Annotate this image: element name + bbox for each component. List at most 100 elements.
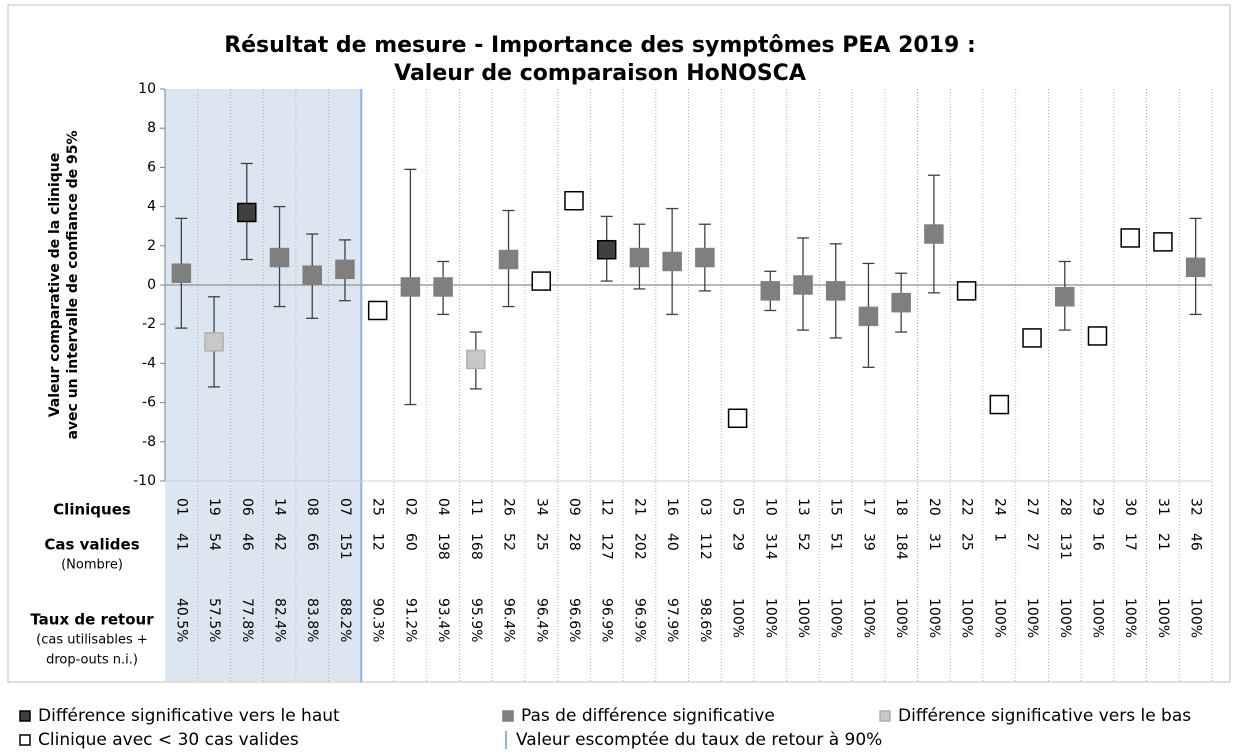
marker bbox=[891, 292, 911, 313]
valid-cases: 46 bbox=[1188, 533, 1204, 551]
x-tick-label-group: 07 bbox=[337, 498, 353, 516]
x-tick-label-group: 01 bbox=[173, 498, 189, 516]
valid-cases: 25 bbox=[959, 533, 975, 551]
row-header: (cas utilisables + bbox=[36, 633, 148, 648]
valid-cases-group: 46 bbox=[1188, 533, 1204, 551]
return-rate-group: 93.4% bbox=[435, 598, 451, 642]
legend-swatch bbox=[19, 710, 31, 722]
row-header: Taux de retour bbox=[30, 611, 154, 629]
return-rate: 90.3% bbox=[370, 598, 386, 642]
x-tick-label-group: 32 bbox=[1188, 498, 1204, 516]
x-tick-label: 13 bbox=[795, 498, 811, 516]
legend-swatch bbox=[19, 734, 31, 746]
valid-cases: 52 bbox=[501, 533, 517, 551]
x-tick-label-group: 10 bbox=[762, 498, 778, 516]
return-rate: 100% bbox=[860, 598, 876, 638]
valid-cases: 51 bbox=[828, 533, 844, 551]
valid-cases-group: 12 bbox=[370, 533, 386, 551]
valid-cases: 112 bbox=[697, 533, 713, 560]
y-tick-label: 10 bbox=[138, 81, 156, 97]
return-rate-group: 96.9% bbox=[599, 598, 615, 642]
x-tick-label-group: 29 bbox=[1089, 498, 1105, 516]
row-header: (Nombre) bbox=[61, 558, 123, 573]
valid-cases: 28 bbox=[566, 533, 582, 551]
marker bbox=[367, 300, 388, 321]
return-rate: 100% bbox=[828, 598, 844, 638]
x-tick-label-group: 27 bbox=[1024, 498, 1040, 516]
valid-cases: 314 bbox=[762, 533, 778, 560]
row-header: Cliniques bbox=[53, 501, 131, 519]
return-rate-group: 57.5% bbox=[206, 598, 222, 642]
return-rate: 96.4% bbox=[533, 598, 549, 642]
legend-label: Différence significative vers le haut bbox=[38, 706, 340, 726]
return-rate-group: 100% bbox=[762, 598, 778, 638]
valid-cases-group: 112 bbox=[697, 533, 713, 560]
valid-cases: 184 bbox=[893, 533, 909, 560]
valid-cases-group: 127 bbox=[599, 533, 615, 560]
valid-cases: 151 bbox=[337, 533, 353, 560]
return-rate-group: 100% bbox=[1057, 598, 1073, 638]
marker bbox=[335, 259, 355, 280]
marker bbox=[989, 394, 1010, 415]
return-rate: 96.9% bbox=[599, 598, 615, 642]
x-tick-label-group: 26 bbox=[501, 498, 517, 516]
valid-cases-group: 198 bbox=[435, 533, 451, 560]
valid-cases-group: 131 bbox=[1057, 533, 1073, 560]
valid-cases-group: 42 bbox=[272, 533, 288, 551]
x-tick-label-group: 14 bbox=[272, 498, 288, 516]
y-label-line: Valeur comparative de la clinique bbox=[47, 153, 63, 418]
valid-cases-group: 60 bbox=[402, 533, 418, 551]
return-rate: 88.2% bbox=[337, 598, 353, 642]
y-tick-label: 0 bbox=[147, 277, 156, 293]
chart-title: Résultat de mesure - Importance des symp… bbox=[224, 33, 976, 58]
x-tick-label-group: 11 bbox=[468, 498, 484, 516]
valid-cases: 198 bbox=[435, 533, 451, 560]
x-tick-label: 32 bbox=[1188, 498, 1204, 516]
valid-cases: 29 bbox=[730, 533, 746, 551]
return-rate: 97.9% bbox=[664, 598, 680, 642]
below-reference-region bbox=[165, 89, 362, 681]
return-rate-group: 91.2% bbox=[402, 598, 418, 642]
return-rate: 100% bbox=[1188, 598, 1204, 638]
return-rate-group: 100% bbox=[860, 598, 876, 638]
return-rate: 100% bbox=[926, 598, 942, 638]
return-rate: 77.8% bbox=[239, 598, 255, 642]
y-tick-label: 8 bbox=[147, 120, 156, 136]
return-rate: 82.4% bbox=[272, 598, 288, 642]
valid-cases: 66 bbox=[304, 533, 320, 551]
valid-cases-group: 66 bbox=[304, 533, 320, 551]
x-tick-label-group: 25 bbox=[370, 498, 386, 516]
marker bbox=[825, 281, 846, 301]
valid-cases-group: 52 bbox=[501, 533, 517, 551]
valid-cases: 42 bbox=[272, 533, 288, 551]
valid-cases-group: 46 bbox=[239, 533, 255, 551]
x-tick-label: 22 bbox=[959, 498, 975, 516]
marker bbox=[1087, 326, 1108, 346]
return-rate-group: 77.8% bbox=[239, 598, 255, 642]
y-tick-label: 4 bbox=[147, 199, 156, 215]
x-tick-label-group: 19 bbox=[206, 498, 222, 516]
marker bbox=[760, 281, 781, 301]
return-rate: 100% bbox=[1089, 598, 1105, 638]
marker bbox=[269, 247, 290, 268]
marker bbox=[498, 249, 519, 270]
return-rate-group: 100% bbox=[730, 598, 746, 638]
valid-cases-group: 184 bbox=[893, 533, 909, 560]
legend-label: Valeur escomptée du taux de retour à 90% bbox=[516, 730, 882, 749]
valid-cases-group: 27 bbox=[1024, 533, 1040, 551]
return-rate-group: 96.6% bbox=[566, 598, 582, 642]
valid-cases-group: 17 bbox=[1122, 533, 1138, 551]
valid-cases-group: 16 bbox=[1089, 533, 1105, 551]
return-rate: 98.6% bbox=[697, 598, 713, 642]
marker bbox=[793, 275, 813, 295]
return-rate-group: 100% bbox=[1155, 598, 1171, 638]
marker bbox=[662, 251, 682, 272]
row-header: drop-outs n.i.) bbox=[46, 653, 138, 668]
return-rate-group: 100% bbox=[1089, 598, 1105, 638]
valid-cases-group: 54 bbox=[206, 533, 222, 551]
x-tick-label: 05 bbox=[730, 498, 746, 516]
valid-cases: 54 bbox=[206, 533, 222, 551]
marker bbox=[531, 271, 552, 291]
return-rate-group: 97.9% bbox=[664, 598, 680, 642]
x-tick-label-group: 06 bbox=[239, 498, 255, 516]
